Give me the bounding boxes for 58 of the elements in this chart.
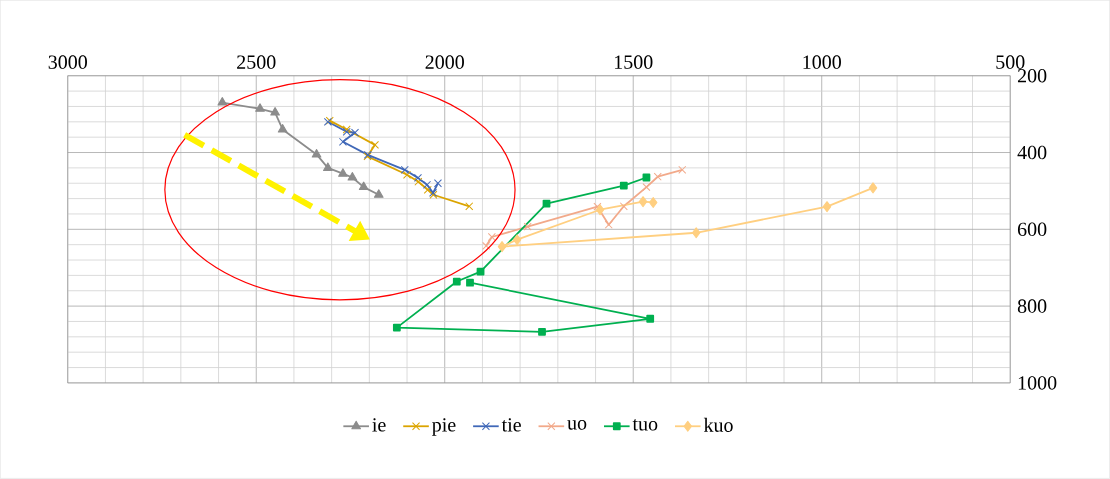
y-tick-label: 400 bbox=[1017, 145, 1047, 160]
x-tick-label: 1000 bbox=[803, 55, 841, 70]
point bbox=[347, 172, 358, 181]
x-tick-label: 3000 bbox=[48, 55, 87, 70]
point bbox=[373, 189, 384, 198]
point bbox=[538, 328, 546, 336]
point bbox=[648, 197, 658, 209]
legend-label: ie bbox=[372, 418, 386, 432]
point bbox=[370, 140, 380, 150]
point bbox=[497, 241, 507, 253]
point bbox=[593, 202, 602, 211]
point bbox=[595, 204, 605, 216]
point bbox=[653, 172, 662, 181]
x-tick-label: 2500 bbox=[237, 55, 276, 70]
y-tick-label: 800 bbox=[1017, 299, 1047, 314]
point bbox=[270, 107, 280, 116]
point bbox=[619, 202, 628, 211]
point bbox=[433, 179, 442, 188]
point bbox=[403, 170, 412, 180]
point bbox=[482, 241, 491, 251]
point bbox=[868, 182, 878, 194]
legend-label: kuo bbox=[703, 417, 733, 433]
point bbox=[323, 162, 333, 172]
point bbox=[452, 277, 461, 286]
point bbox=[311, 149, 322, 158]
y-tick-label: 600 bbox=[1017, 222, 1047, 237]
point bbox=[358, 181, 369, 191]
x-tick-label: 500 bbox=[996, 55, 1025, 70]
legend-label: tuo bbox=[632, 419, 658, 431]
point bbox=[465, 202, 474, 211]
point bbox=[604, 220, 613, 229]
legend-label: tie bbox=[501, 418, 521, 432]
y-tick-label: 200 bbox=[1017, 69, 1047, 83]
point bbox=[619, 181, 628, 190]
point bbox=[217, 97, 228, 106]
legend-label: uo bbox=[567, 420, 587, 430]
point bbox=[338, 137, 347, 146]
point bbox=[255, 103, 265, 112]
point bbox=[822, 201, 832, 213]
legend-label: pie bbox=[432, 418, 456, 436]
point bbox=[400, 165, 409, 175]
point bbox=[691, 227, 701, 239]
point bbox=[678, 165, 687, 175]
point bbox=[512, 234, 522, 246]
y-tick-label: 1000 bbox=[1018, 376, 1057, 390]
point bbox=[523, 222, 532, 231]
point bbox=[392, 323, 401, 332]
point bbox=[487, 233, 496, 242]
x-tick-label: 2000 bbox=[425, 55, 464, 70]
x-tick-label: 1500 bbox=[614, 55, 653, 70]
point bbox=[338, 168, 348, 177]
point bbox=[423, 185, 432, 194]
point bbox=[646, 315, 655, 323]
point bbox=[466, 278, 474, 287]
point bbox=[422, 180, 432, 189]
point bbox=[638, 196, 648, 208]
point bbox=[277, 124, 288, 133]
point bbox=[642, 183, 651, 192]
